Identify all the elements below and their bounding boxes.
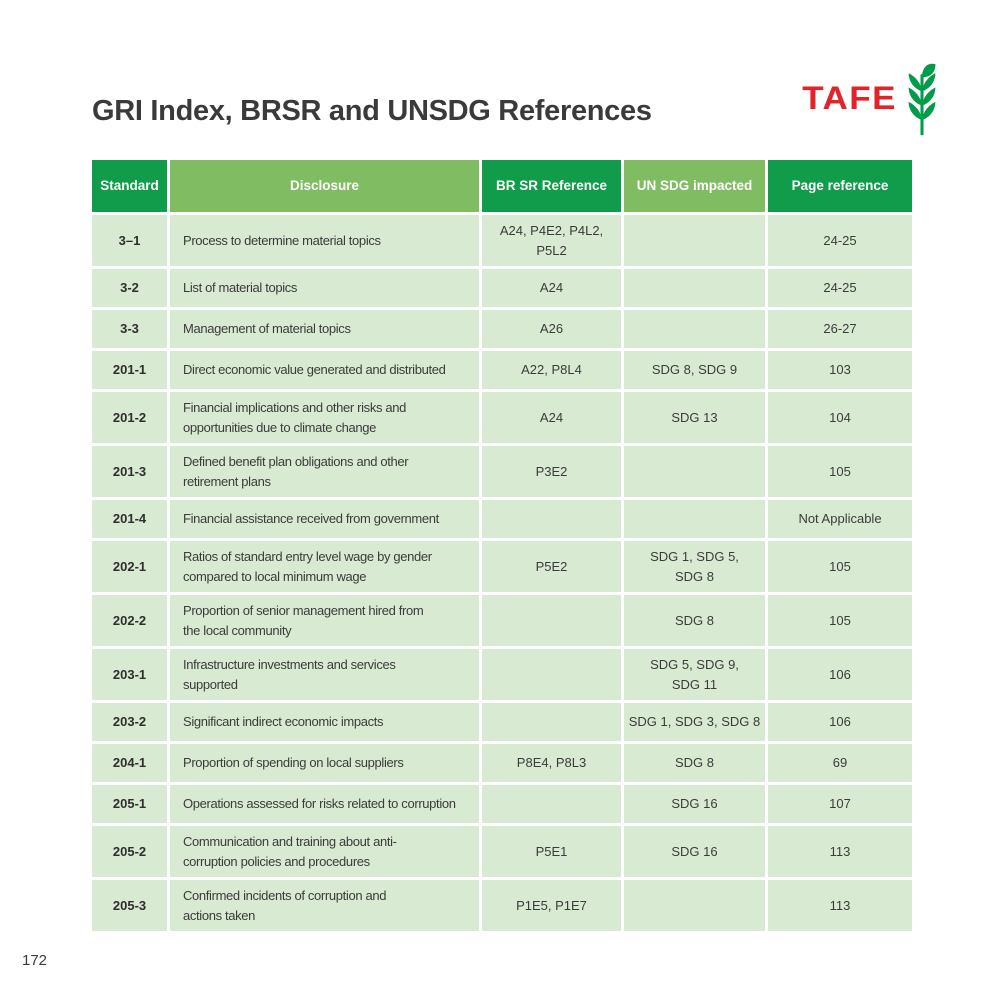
cell-unsdg: SDG 1, SDG 3, SDG 8 <box>624 703 765 741</box>
cell-standard: 3-2 <box>92 269 167 307</box>
cell-standard: 202-1 <box>92 541 167 592</box>
cell-standard: 204-1 <box>92 744 167 782</box>
column-header-unsdg: UN SDG impacted <box>624 160 765 212</box>
cell-disclosure: Management of material topics <box>170 310 479 348</box>
cell-standard: 201-4 <box>92 500 167 538</box>
cell-unsdg <box>624 269 765 307</box>
cell-standard: 203-2 <box>92 703 167 741</box>
cell-brsr <box>482 500 621 538</box>
cell-page: 105 <box>768 595 912 646</box>
cell-disclosure: Operations assessed for risks related to… <box>170 785 479 823</box>
cell-disclosure: Proportion of spending on local supplier… <box>170 744 479 782</box>
cell-unsdg: SDG 5, SDG 9, SDG 11 <box>624 649 765 700</box>
cell-standard: 203-1 <box>92 649 167 700</box>
cell-page: Not Applicable <box>768 500 912 538</box>
cell-brsr: P5E2 <box>482 541 621 592</box>
cell-disclosure: Financial assistance received from gover… <box>170 500 479 538</box>
cell-page: 113 <box>768 880 912 931</box>
cell-unsdg: SDG 8 <box>624 595 765 646</box>
wheat-icon <box>908 63 936 136</box>
column-header-disclosure: Disclosure <box>170 160 479 212</box>
cell-brsr: P3E2 <box>482 446 621 497</box>
cell-brsr <box>482 649 621 700</box>
cell-page: 113 <box>768 826 912 877</box>
cell-disclosure: Defined benefit plan obligations and oth… <box>170 446 479 497</box>
cell-standard: 202-2 <box>92 595 167 646</box>
cell-brsr <box>482 785 621 823</box>
cell-disclosure: Direct economic value generated and dist… <box>170 351 479 389</box>
cell-standard: 201-1 <box>92 351 167 389</box>
column-header-brsr: BR SR Reference <box>482 160 621 212</box>
cell-standard: 205-1 <box>92 785 167 823</box>
cell-disclosure: Confirmed incidents of corruption and ac… <box>170 880 479 931</box>
column-header-standard: Standard <box>92 160 167 212</box>
cell-page: 69 <box>768 744 912 782</box>
cell-brsr <box>482 703 621 741</box>
cell-page: 105 <box>768 446 912 497</box>
cell-standard: 201-3 <box>92 446 167 497</box>
cell-unsdg: SDG 16 <box>624 785 765 823</box>
cell-unsdg: SDG 8 <box>624 744 765 782</box>
cell-page: 103 <box>768 351 912 389</box>
cell-disclosure: Process to determine material topics <box>170 215 479 266</box>
gri-index-table: Standard Disclosure BR SR Reference UN SDG … <box>92 160 912 931</box>
cell-page: 107 <box>768 785 912 823</box>
cell-page: 24-25 <box>768 215 912 266</box>
cell-page: 26-27 <box>768 310 912 348</box>
cell-page: 106 <box>768 703 912 741</box>
cell-disclosure: Communication and training about anti- c… <box>170 826 479 877</box>
cell-unsdg: SDG 8, SDG 9 <box>624 351 765 389</box>
cell-unsdg <box>624 310 765 348</box>
cell-unsdg: SDG 13 <box>624 392 765 443</box>
tafe-logo: TAFE <box>783 58 943 140</box>
cell-unsdg <box>624 500 765 538</box>
cell-brsr: A26 <box>482 310 621 348</box>
cell-page: 104 <box>768 392 912 443</box>
cell-disclosure: List of material topics <box>170 269 479 307</box>
cell-disclosure: Ratios of standard entry level wage by g… <box>170 541 479 592</box>
column-header-page: Page reference <box>768 160 912 212</box>
cell-unsdg: SDG 1, SDG 5, SDG 8 <box>624 541 765 592</box>
page-title: GRI Index, BRSR and UNSDG References <box>92 95 652 127</box>
cell-brsr: P5E1 <box>482 826 621 877</box>
cell-disclosure: Significant indirect economic impacts <box>170 703 479 741</box>
cell-brsr: A24 <box>482 392 621 443</box>
cell-brsr: A22, P8L4 <box>482 351 621 389</box>
cell-brsr: P8E4, P8L3 <box>482 744 621 782</box>
cell-standard: 201-2 <box>92 392 167 443</box>
cell-standard: 3-3 <box>92 310 167 348</box>
cell-unsdg <box>624 880 765 931</box>
cell-page: 105 <box>768 541 912 592</box>
cell-page: 24-25 <box>768 269 912 307</box>
cell-disclosure: Proportion of senior management hired fr… <box>170 595 479 646</box>
cell-brsr <box>482 595 621 646</box>
cell-disclosure: Infrastructure investments and services … <box>170 649 479 700</box>
cell-standard: 205-3 <box>92 880 167 931</box>
cell-unsdg <box>624 215 765 266</box>
tafe-logo-text: TAFE <box>802 80 897 117</box>
cell-standard: 205-2 <box>92 826 167 877</box>
cell-standard: 3–1 <box>92 215 167 266</box>
cell-brsr: A24, P4E2, P4L2, P5L2 <box>482 215 621 266</box>
cell-brsr: A24 <box>482 269 621 307</box>
cell-page: 106 <box>768 649 912 700</box>
cell-brsr: P1E5, P1E7 <box>482 880 621 931</box>
cell-disclosure: Financial implications and other risks a… <box>170 392 479 443</box>
cell-unsdg <box>624 446 765 497</box>
cell-unsdg: SDG 16 <box>624 826 765 877</box>
page-number: 172 <box>22 952 48 969</box>
